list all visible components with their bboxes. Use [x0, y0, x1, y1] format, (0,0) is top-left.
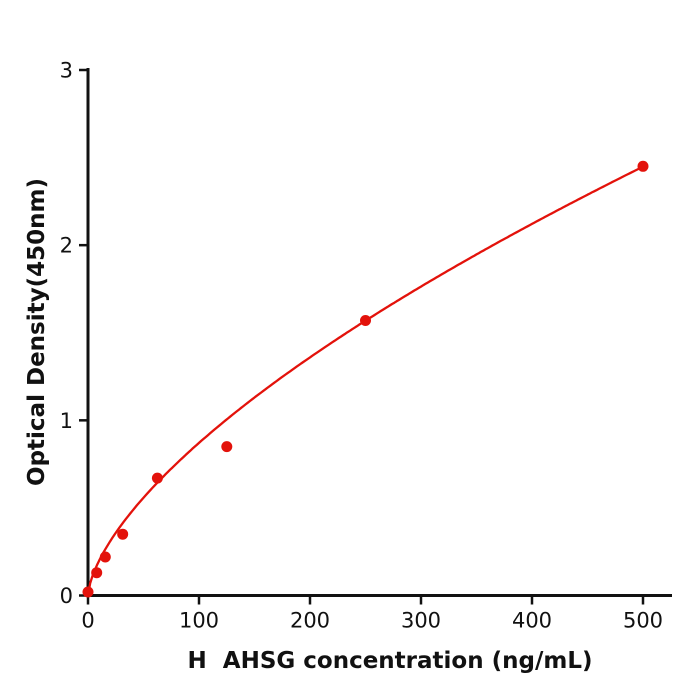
y-tick-label: 2 [60, 234, 73, 258]
x-tick-label: 500 [623, 609, 663, 633]
data-point [360, 315, 371, 326]
x-tick-label: 200 [290, 609, 330, 633]
y-tick-label: 3 [60, 59, 73, 83]
data-point [82, 586, 94, 598]
data-point [99, 551, 111, 563]
y-axis-label: Optical Density(450nm) [24, 178, 50, 486]
data-point [117, 528, 129, 540]
plot-layer: 0 100 200 300 400 500 0 1 2 3 [60, 59, 672, 633]
x-tick-label: 400 [512, 609, 552, 633]
y-tick-label: 1 [60, 409, 73, 433]
y-tick-label: 0 [60, 584, 73, 608]
data-point [221, 441, 233, 453]
x-tick-label: 0 [81, 609, 94, 633]
x-tick-label: 100 [179, 609, 219, 633]
x-tick-label: 300 [401, 609, 441, 633]
data-point [91, 567, 103, 579]
axes-frame [86, 68, 672, 597]
x-axis-label: H AHSG concentration (ng/mL) [188, 648, 593, 674]
fit-curve [86, 165, 645, 597]
data-point [637, 160, 649, 172]
data-point [151, 472, 163, 484]
